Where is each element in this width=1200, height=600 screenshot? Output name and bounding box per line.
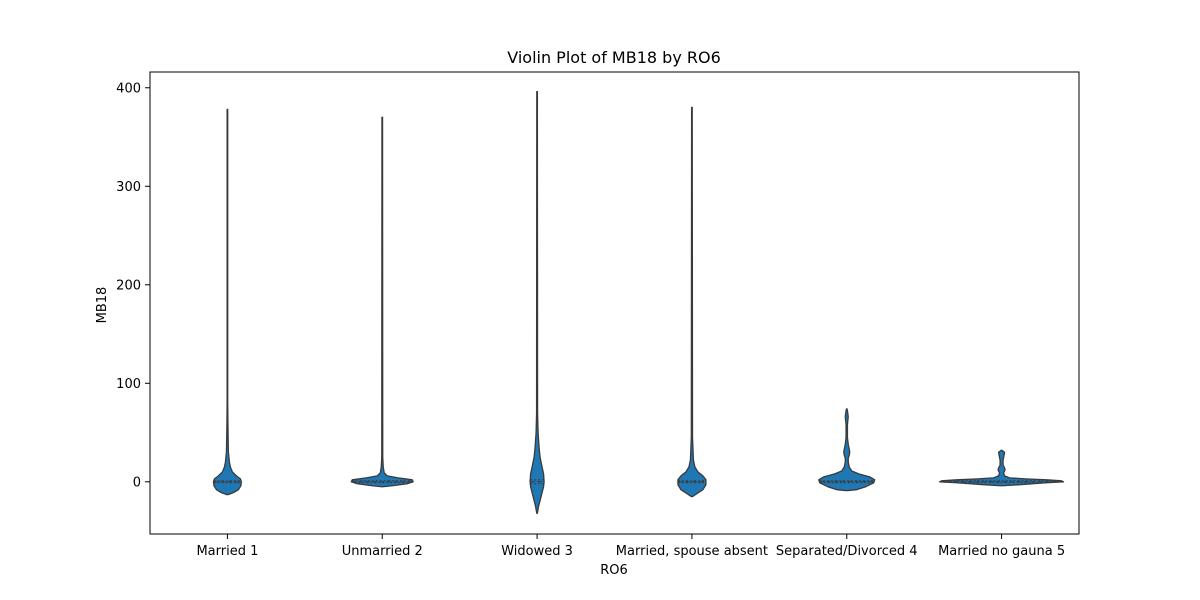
x-tick-label: Unmarried 2 [342,544,423,559]
violin-body [677,106,707,498]
plot-frame [149,71,1080,535]
violin-body [212,108,243,496]
violin-body [939,449,1065,487]
x-axis: Married 1 Unmarried 2 Widowed 3 Married, sp… [196,534,1065,559]
y-axis: 0 100 200 300 400 [116,81,150,490]
chart-title: Violin Plot of MB18 by RO6 [507,48,721,67]
violin-group [677,106,707,498]
y-tick-label: 0 [133,475,141,490]
violin-body [350,116,414,488]
violins-layer [212,91,1065,514]
x-tick-label: Married 1 [196,544,258,559]
x-tick-label: Widowed 3 [501,544,573,559]
y-tick-label: 200 [116,278,141,293]
y-tick-label: 400 [116,81,141,96]
violin-group [818,408,876,492]
violin-group [939,449,1065,487]
violin-group [529,91,545,514]
violin-group [350,116,414,488]
y-axis-title: MB18 [95,287,110,324]
x-axis-title: RO6 [600,563,628,578]
y-tick-label: 300 [116,180,141,195]
violin-body [529,91,545,514]
violin-group [212,108,243,496]
y-tick-label: 100 [116,377,141,392]
violin-body [818,408,876,492]
x-tick-label: Married no gauna 5 [938,544,1065,559]
x-tick-label: Married, spouse absent [616,544,768,559]
x-tick-label: Separated/Divorced 4 [776,544,918,559]
